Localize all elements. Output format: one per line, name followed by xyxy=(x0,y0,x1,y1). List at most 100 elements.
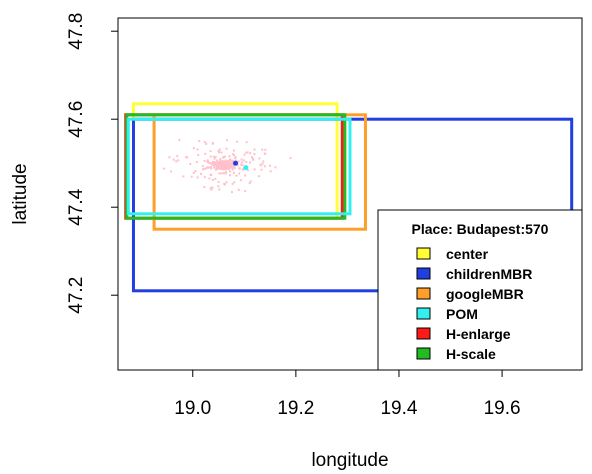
sample-point xyxy=(243,153,246,156)
sample-point xyxy=(234,156,237,159)
sample-point xyxy=(238,167,241,170)
sample-point xyxy=(244,174,247,177)
y-axis: 47.2 47.4 47.6 47.8 xyxy=(66,13,118,314)
x-tick-label: 19.4 xyxy=(380,398,417,419)
sample-point xyxy=(236,140,239,143)
legend-swatch-pom xyxy=(416,307,431,320)
sample-point xyxy=(269,170,272,173)
sample-point xyxy=(253,168,256,171)
sample-point xyxy=(229,159,232,162)
sample-point xyxy=(237,160,240,163)
sample-point xyxy=(234,159,237,162)
legend-swatch-center xyxy=(416,247,431,260)
sample-point xyxy=(231,168,234,171)
sample-point xyxy=(260,168,263,171)
sample-point xyxy=(205,142,208,145)
legend-label-pom: POM xyxy=(446,306,478,322)
sample-point xyxy=(218,151,221,154)
y-tick-label: 47.6 xyxy=(66,101,87,138)
sample-point xyxy=(231,163,234,166)
sample-point xyxy=(211,178,214,181)
marker-0 xyxy=(233,160,239,166)
sample-point xyxy=(228,155,231,158)
sample-point xyxy=(261,162,264,165)
sample-point xyxy=(244,190,247,193)
sample-point xyxy=(196,176,199,179)
sample-point xyxy=(235,174,238,177)
sample-point xyxy=(206,161,209,164)
sample-point xyxy=(224,172,227,175)
sample-point xyxy=(274,166,277,169)
sample-point xyxy=(207,166,210,169)
legend-swatch-googlembr xyxy=(416,287,431,300)
sample-point xyxy=(242,168,245,171)
sample-point xyxy=(231,167,234,170)
sample-point xyxy=(211,163,214,166)
x-tick-label: 19.2 xyxy=(277,398,314,419)
sample-point xyxy=(264,152,267,155)
sample-point xyxy=(211,161,214,164)
sample-point xyxy=(240,161,243,164)
sample-point xyxy=(186,156,189,159)
sample-point xyxy=(211,186,214,189)
sample-point xyxy=(203,186,206,189)
legend: Place: Budapest:570 center childrenMBR goo… xyxy=(377,209,583,371)
sample-point xyxy=(245,141,248,144)
sample-point xyxy=(253,153,256,156)
marker-1 xyxy=(243,165,249,171)
sample-point xyxy=(223,155,226,158)
sample-point xyxy=(220,151,223,154)
sample-point xyxy=(203,167,206,170)
sample-point xyxy=(200,172,203,175)
sample-point xyxy=(233,171,236,174)
sample-point xyxy=(233,167,236,170)
sample-point xyxy=(172,158,175,161)
sample-point xyxy=(246,169,249,172)
legend-items: center childrenMBR googleMBR POM H-enlarge H-… xyxy=(416,246,532,362)
sample-point xyxy=(245,160,248,163)
sample-point xyxy=(249,180,252,183)
sample-point xyxy=(177,159,180,162)
sample-point xyxy=(217,150,220,153)
x-tick-label: 19.6 xyxy=(484,398,521,419)
sample-point xyxy=(175,160,178,163)
sample-point xyxy=(236,164,239,167)
sample-point xyxy=(219,157,222,160)
sample-point xyxy=(209,150,212,153)
sample-point-cluster xyxy=(214,160,233,171)
sample-point xyxy=(220,172,223,175)
sample-point xyxy=(163,167,166,170)
sample-point xyxy=(225,139,228,142)
sample-point xyxy=(213,166,216,169)
legend-label-googlembr: googleMBR xyxy=(446,286,524,302)
legend-title: Place: Budapest:570 xyxy=(412,221,549,237)
sample-point xyxy=(232,149,235,152)
sample-point xyxy=(204,152,207,155)
sample-point xyxy=(194,170,197,173)
sample-point xyxy=(233,181,236,184)
sample-point xyxy=(264,148,267,151)
sample-point xyxy=(262,160,265,163)
sample-point xyxy=(289,157,292,160)
sample-point xyxy=(249,161,252,164)
sample-point xyxy=(222,156,225,159)
sample-point xyxy=(231,160,234,163)
sample-point xyxy=(257,175,260,178)
sample-point xyxy=(198,140,201,143)
sample-point xyxy=(232,165,235,168)
sample-point xyxy=(205,167,208,170)
sample-point xyxy=(208,177,211,180)
sample-point xyxy=(218,188,221,191)
legend-label-h-scale: H-scale xyxy=(446,346,496,362)
sample-point xyxy=(210,167,213,170)
sample-point xyxy=(231,182,234,185)
sample-point xyxy=(189,162,192,165)
x-tick-label: 19.0 xyxy=(174,398,211,419)
sample-point xyxy=(239,179,242,182)
sample-point xyxy=(228,170,231,173)
sample-point xyxy=(224,171,227,174)
y-tick-label: 47.8 xyxy=(66,13,87,50)
sample-point xyxy=(206,166,209,169)
series-box-childrenmbr xyxy=(131,117,574,293)
sample-point xyxy=(228,158,231,161)
